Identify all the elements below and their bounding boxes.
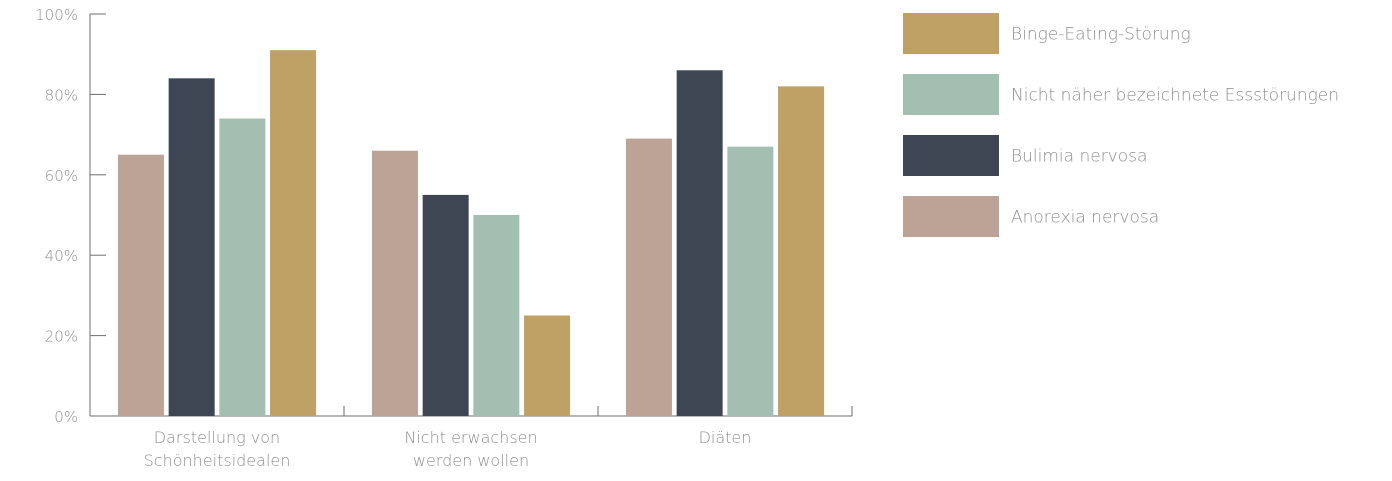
legend-label: Nicht näher bezeichnete Essstörungen xyxy=(1011,86,1339,106)
y-tick-label: 20% xyxy=(45,328,78,346)
y-axis: 0% 20% 40% 60% 80% 100% xyxy=(35,6,106,426)
legend-swatch xyxy=(903,74,999,115)
legend: Binge-Eating-Störung Nicht näher bezeichn… xyxy=(903,13,1339,237)
legend-swatch xyxy=(903,196,999,237)
legend-swatch xyxy=(903,13,999,54)
y-tick-label: 80% xyxy=(45,86,78,104)
y-tick-label: 0% xyxy=(54,408,78,426)
x-category-label: Nicht erwachsen xyxy=(404,428,537,447)
bar xyxy=(270,50,317,417)
bar xyxy=(676,70,723,416)
x-category-label: Schönheitsidealen xyxy=(144,451,291,470)
y-tick-label: 100% xyxy=(35,6,78,24)
bar xyxy=(117,154,164,416)
bar xyxy=(168,78,215,416)
bar xyxy=(371,150,418,416)
legend-label: Binge-Eating-Störung xyxy=(1011,25,1191,45)
bar xyxy=(778,86,825,417)
y-tick-label: 40% xyxy=(45,247,78,265)
bar xyxy=(524,315,571,416)
bar xyxy=(422,194,469,416)
legend-swatch xyxy=(903,135,999,176)
x-category-label: Diäten xyxy=(699,428,752,447)
bar xyxy=(473,215,520,416)
legend-label: Bulimia nervosa xyxy=(1011,147,1147,167)
x-category-label: werden wollen xyxy=(413,451,529,470)
legend-label: Anorexia nervosa xyxy=(1011,208,1159,228)
x-axis: Darstellung von Schönheitsidealen Nicht er… xyxy=(90,406,853,470)
bars xyxy=(117,50,825,417)
bar xyxy=(727,146,774,416)
bar xyxy=(219,118,266,417)
x-category-label: Darstellung von xyxy=(154,428,280,447)
y-tick-label: 60% xyxy=(45,167,78,185)
bar xyxy=(625,138,672,416)
